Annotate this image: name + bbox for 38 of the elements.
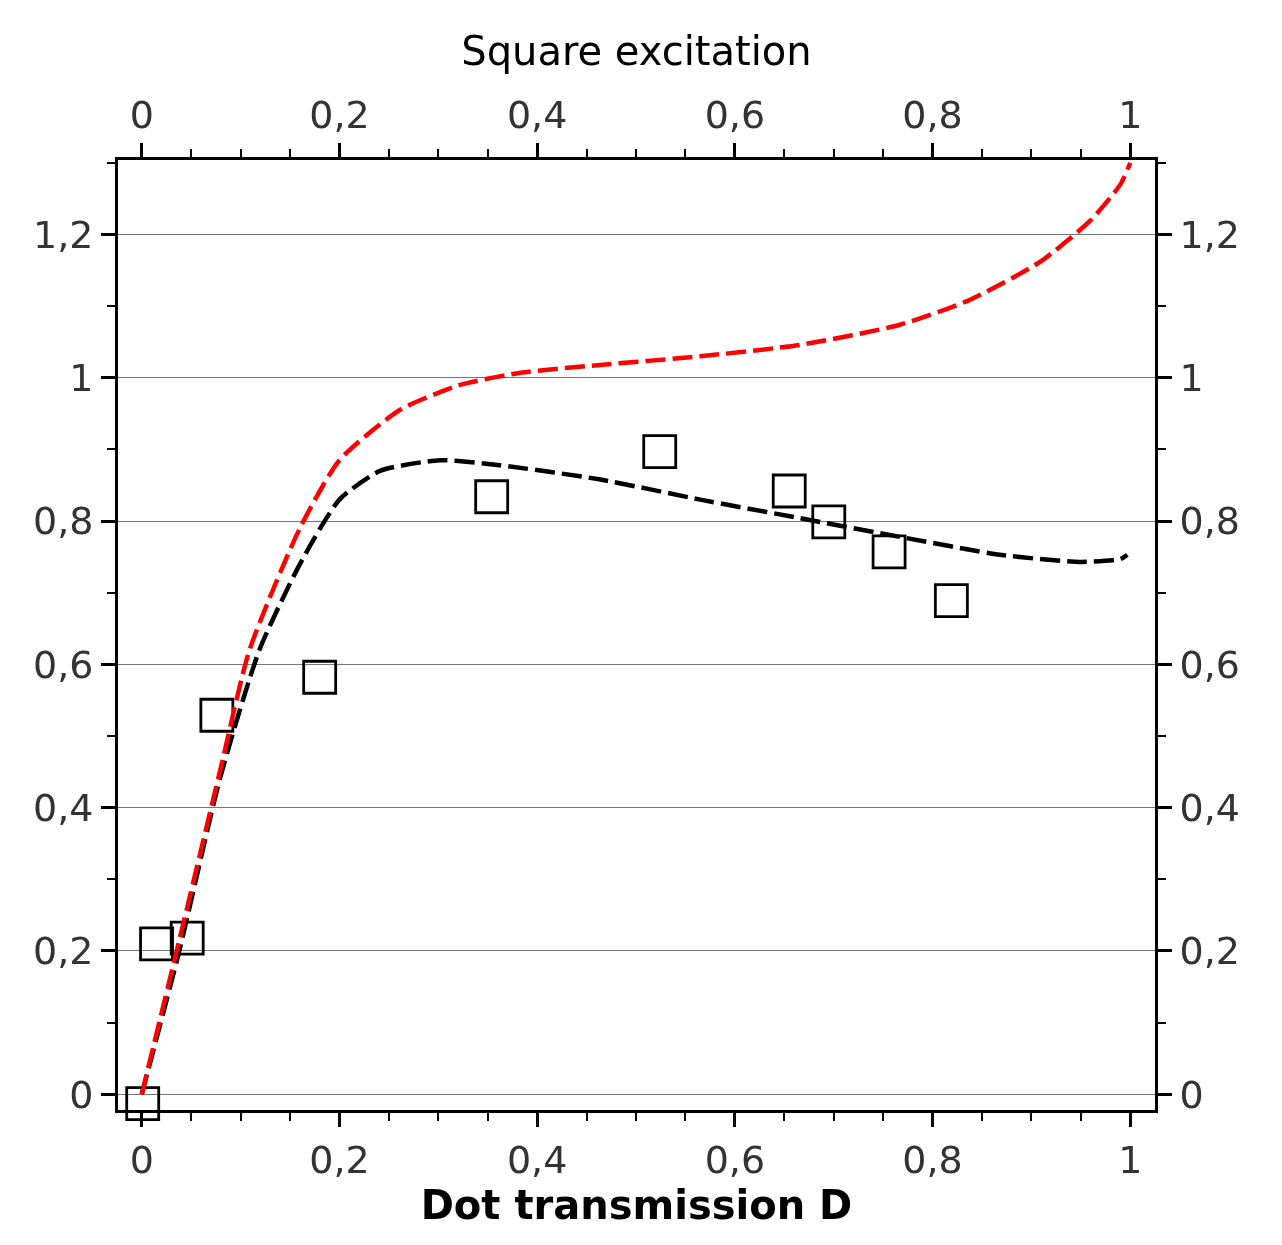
x-axis-title: Dot transmission D bbox=[420, 1181, 853, 1228]
x2-tick-label: 0 bbox=[129, 1137, 154, 1182]
point bbox=[302, 659, 338, 695]
x2-tick-label: 0,4 bbox=[506, 1137, 568, 1182]
x2-tick-label: 0,2 bbox=[309, 1137, 370, 1182]
x-tick-label: 0 bbox=[129, 92, 154, 137]
x-tick-label: 0,6 bbox=[704, 92, 766, 137]
x2-tick-label: 0,8 bbox=[902, 1137, 963, 1182]
y2-tick-label: 0,8 bbox=[1179, 499, 1241, 544]
point bbox=[139, 926, 174, 962]
point bbox=[811, 504, 847, 540]
y2-tick-label: 0,4 bbox=[1179, 785, 1241, 830]
y-tick-label: 1 bbox=[69, 356, 94, 401]
point bbox=[474, 479, 510, 515]
y2-tick-label: 0,6 bbox=[1179, 642, 1241, 687]
y-tick-label: 0 bbox=[69, 1072, 94, 1117]
y-tick-label: 0,4 bbox=[32, 785, 94, 830]
y2-tick-label: 0,2 bbox=[1179, 929, 1241, 974]
x-tick-label: 0,4 bbox=[506, 92, 568, 137]
y2-tick-label: 0 bbox=[1179, 1072, 1204, 1117]
x2-tick-label: 1 bbox=[1118, 1137, 1143, 1182]
point bbox=[169, 920, 205, 956]
x2-axis-title: Square excitation bbox=[461, 28, 812, 75]
point bbox=[933, 583, 969, 619]
y-tick-label: 1,2 bbox=[32, 212, 94, 257]
y-tick-label: 0,2 bbox=[32, 929, 94, 974]
y-tick-label: 0,6 bbox=[32, 642, 94, 687]
point bbox=[871, 534, 907, 570]
x-tick-label: 1 bbox=[1118, 92, 1143, 137]
x-tick-label: 0,2 bbox=[309, 92, 370, 137]
y2-tick-label: 1,2 bbox=[1179, 212, 1241, 257]
point bbox=[642, 434, 678, 469]
x-tick-label: 0,8 bbox=[902, 92, 963, 137]
point bbox=[125, 1086, 161, 1121]
point bbox=[771, 473, 807, 509]
x2-tick-label: 0,6 bbox=[704, 1137, 766, 1182]
y2-tick-label: 1 bbox=[1179, 356, 1204, 401]
y-tick-label: 0,8 bbox=[32, 499, 94, 544]
